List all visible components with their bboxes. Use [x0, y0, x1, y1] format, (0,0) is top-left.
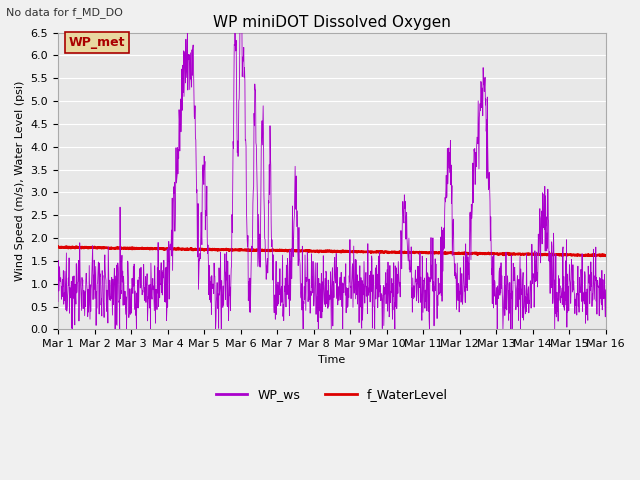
Text: WP_met: WP_met: [69, 36, 125, 49]
Title: WP miniDOT Dissolved Oxygen: WP miniDOT Dissolved Oxygen: [213, 15, 451, 30]
Legend: WP_ws, f_WaterLevel: WP_ws, f_WaterLevel: [211, 383, 452, 406]
X-axis label: Time: Time: [318, 355, 346, 365]
Text: No data for f_MD_DO: No data for f_MD_DO: [6, 7, 124, 18]
Y-axis label: Wind Speed (m/s), Water Level (psi): Wind Speed (m/s), Water Level (psi): [15, 81, 25, 281]
